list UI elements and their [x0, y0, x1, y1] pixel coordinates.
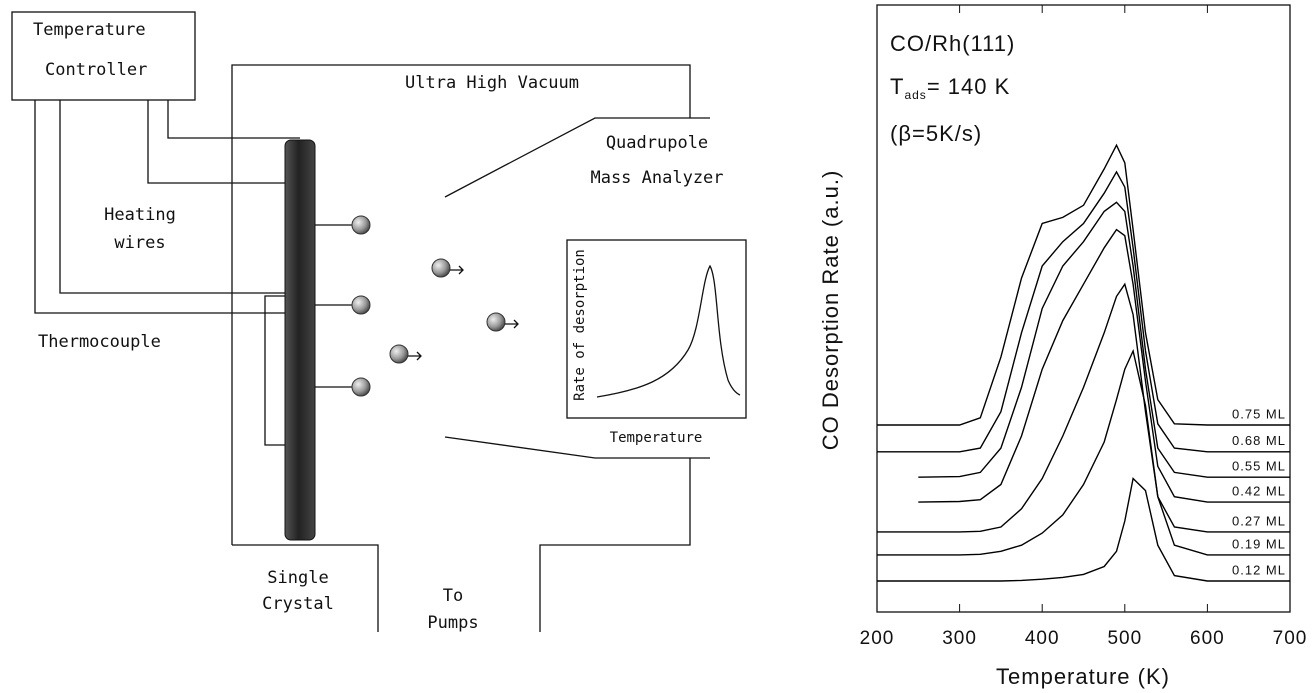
chamber-wall [231, 64, 691, 545]
curve [877, 348, 1290, 556]
chamber-wall [539, 458, 691, 632]
inset-box [566, 239, 747, 419]
annotation: CO/Rh(111) [890, 31, 1015, 56]
x-tick-label: 300 [942, 628, 977, 649]
x-tick-label: 400 [1025, 628, 1060, 649]
x-tick-label: 500 [1107, 628, 1142, 649]
curve-label: 0.19 ML [1232, 536, 1286, 551]
apparatus [11, 11, 747, 632]
crystal [284, 139, 316, 541]
molecule [389, 344, 409, 364]
curve-label: 0.68 ML [1232, 433, 1286, 448]
curve [918, 228, 1290, 503]
label: Ultra High Vacuum [405, 73, 579, 93]
label: Quadrupole [606, 133, 708, 153]
symbol: T [890, 74, 904, 99]
molecule [431, 258, 451, 278]
curve [877, 170, 1290, 453]
wire [264, 295, 290, 446]
curve-label: 0.75 ML [1232, 406, 1286, 421]
curve [877, 282, 1290, 533]
annotation-text: = 140 K [927, 74, 1010, 99]
adsorbate [351, 215, 371, 235]
label: Controller [45, 60, 147, 80]
label: Thermocouple [38, 332, 161, 352]
label: Temperature [33, 20, 146, 40]
bond [315, 224, 352, 388]
arrow [408, 265, 519, 361]
label: To [443, 586, 463, 606]
x-tick-label: 600 [1190, 628, 1225, 649]
plot-frame [876, 4, 1291, 613]
x-tick-label: 700 [1273, 628, 1308, 649]
label: Pumps [427, 613, 478, 633]
curve-label: 0.12 ML [1232, 562, 1286, 577]
label: Mass Analyzer [590, 168, 723, 188]
curve-label: 0.27 ML [1232, 513, 1286, 528]
x-axis-label: Temperature (K) [996, 664, 1170, 689]
annotation: Tads= 140 K [890, 74, 1010, 102]
subscript: ads [904, 88, 926, 102]
y-axis-label: CO Desorption Rate (a.u.) [818, 170, 843, 451]
annotation: (β=5K/s) [890, 121, 982, 146]
curve [918, 201, 1290, 478]
adsorbate [351, 295, 371, 315]
inset-label: Rate of desorption [572, 249, 588, 401]
curve-label: 0.42 ML [1232, 484, 1286, 499]
label: wires [114, 233, 165, 253]
heating-wire [147, 100, 300, 184]
x-tick-label: 200 [860, 628, 895, 649]
label: Heating [104, 205, 176, 225]
adsorbate [351, 377, 371, 397]
curve-label: 0.55 ML [1232, 459, 1286, 474]
label: Single [267, 568, 328, 588]
chamber-wall [232, 544, 379, 632]
controller-box [11, 11, 196, 101]
curve [877, 143, 1290, 426]
inset-curve [596, 264, 741, 398]
analyzer-tube [444, 117, 710, 459]
label: Crystal [262, 594, 334, 614]
molecule [486, 312, 506, 332]
curve [877, 477, 1290, 582]
inset-label: Temperature [610, 430, 703, 446]
